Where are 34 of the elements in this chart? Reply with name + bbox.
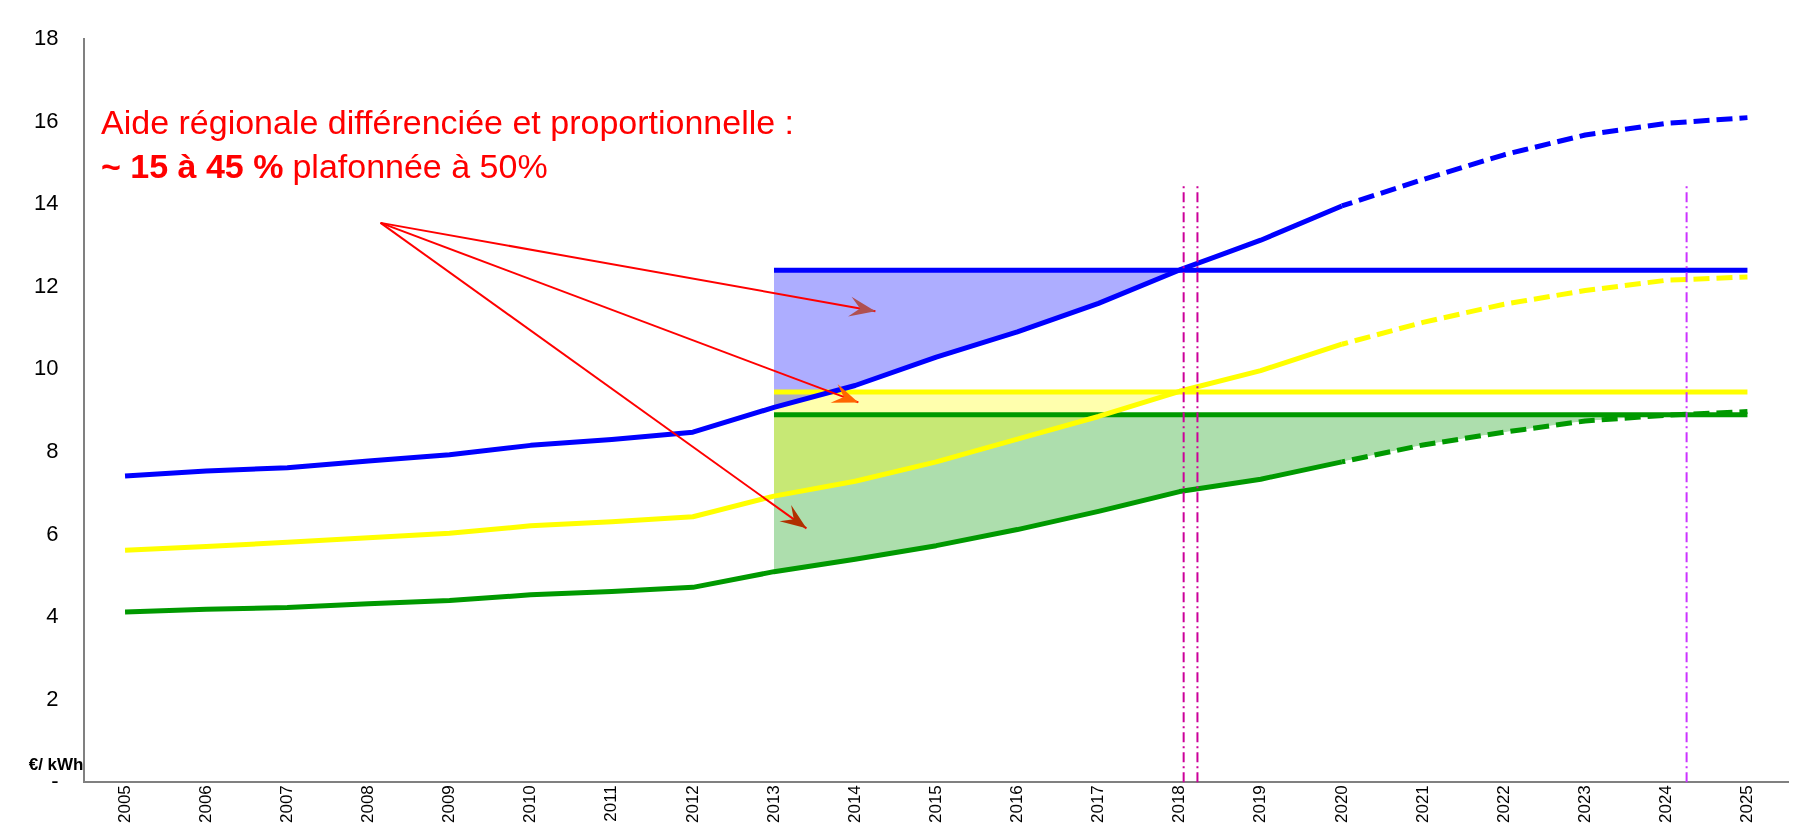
x-tick-label: 2016 (1007, 785, 1027, 824)
x-tick-label: 2019 (1250, 785, 1270, 824)
x-tick-label: 2007 (276, 785, 296, 824)
y-tick-label: 6 (46, 520, 59, 546)
x-tick-label: 2022 (1493, 785, 1513, 824)
x-tick-label: 2008 (358, 785, 378, 824)
x-tick-label: 2015 (925, 785, 945, 824)
x-tick-label: 2011 (601, 785, 621, 822)
y-tick-label: 16 (33, 107, 59, 133)
x-tick-label: 2021 (1412, 785, 1432, 824)
y-tick-label: 10 (33, 355, 59, 381)
x-tick-label: 2005 (114, 785, 134, 824)
y-tick-label: 2 (46, 685, 59, 711)
x-tick-label: 2023 (1574, 785, 1594, 824)
x-tick-label: 2024 (1656, 785, 1676, 824)
x-tick-label: 2009 (439, 785, 459, 824)
annotation: Aide régionale différenciée et proportionnelle : (101, 103, 795, 141)
y-axis-title: €/ kWh (28, 755, 84, 775)
x-tick-label: 2013 (763, 785, 783, 824)
x-tick-label: 2006 (195, 785, 215, 824)
y-tick-label: 12 (33, 272, 59, 298)
x-tick-label: 2017 (1088, 785, 1108, 824)
y-tick-label: 14 (33, 190, 59, 216)
y-tick-label: 8 (46, 438, 59, 464)
y-tick-label: 4 (46, 603, 59, 629)
annotation: plafonnée à 50% (292, 147, 548, 185)
x-tick-label: 2018 (1169, 785, 1189, 824)
x-tick-label: 2012 (682, 785, 702, 824)
y-tick-label: 18 (33, 25, 59, 51)
x-tick-label: 2014 (844, 785, 864, 824)
x-tick-label: 2025 (1737, 785, 1757, 824)
x-tick-label: 2010 (520, 785, 540, 824)
annotation: ~ 15 à 45 % (101, 147, 284, 185)
x-tick-label: 2020 (1331, 785, 1351, 824)
